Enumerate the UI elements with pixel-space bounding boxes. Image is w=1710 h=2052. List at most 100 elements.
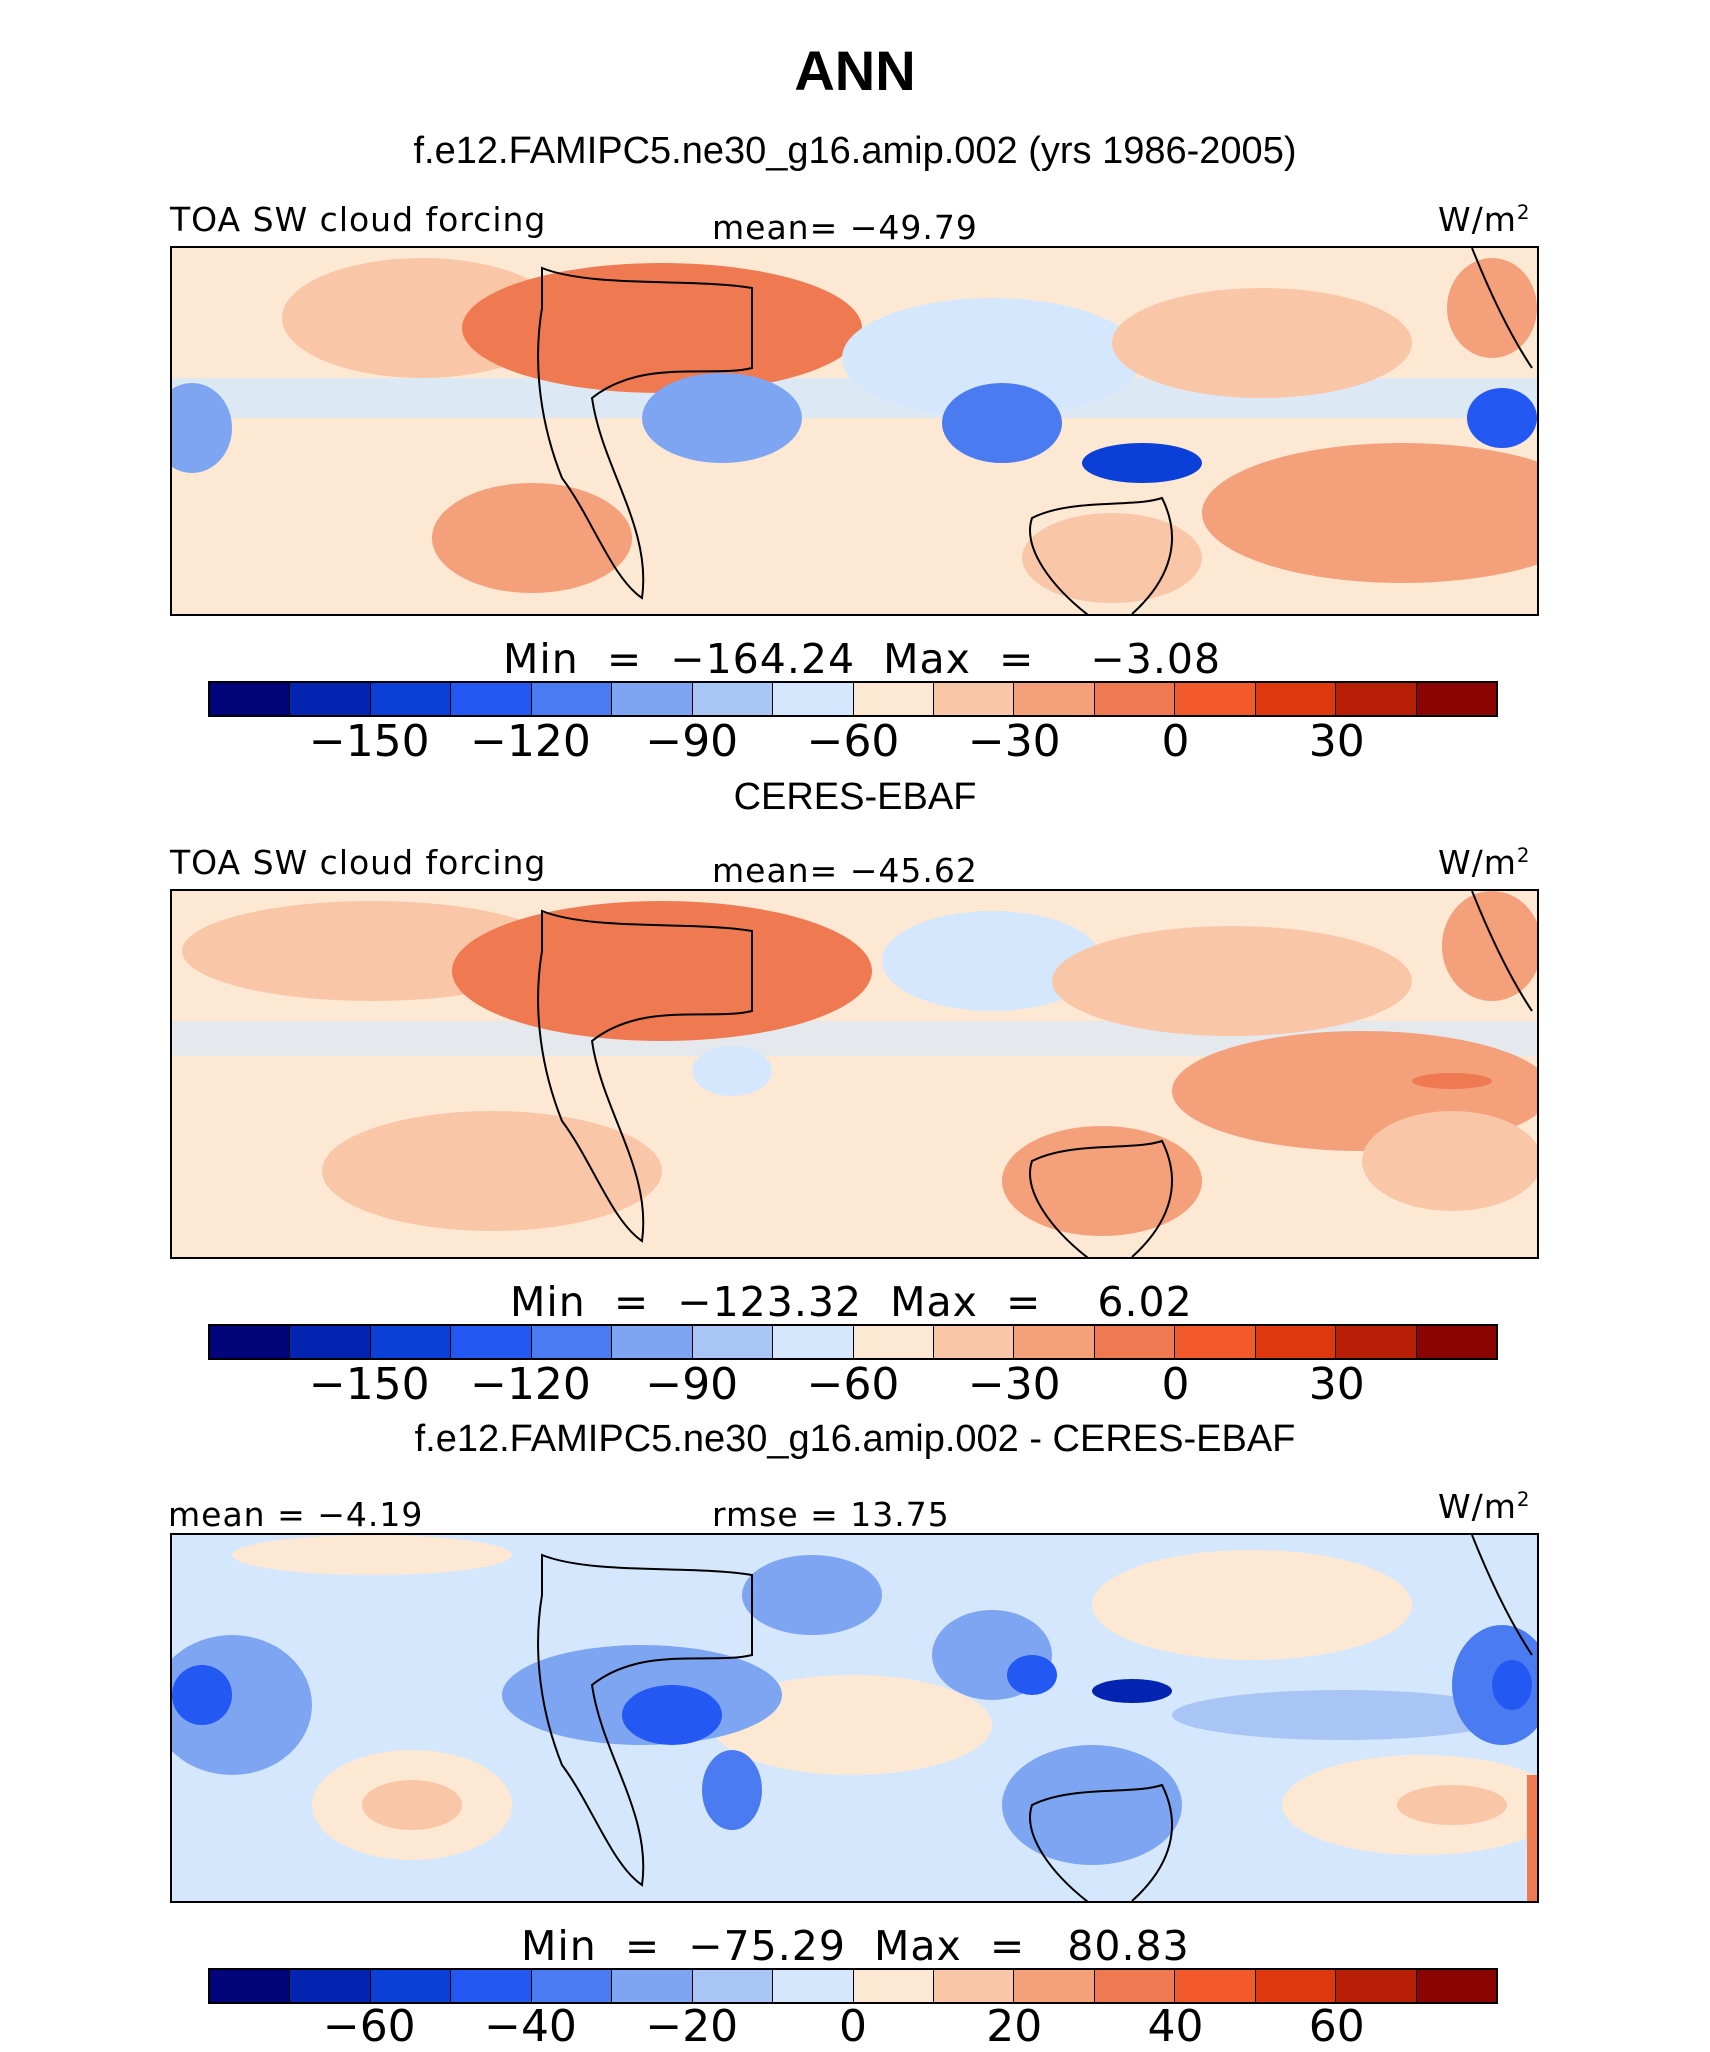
panel2-americas-coast: [1471, 891, 1533, 1012]
colorbar-cell: [692, 1326, 774, 1358]
colorbar-cell: [1255, 1970, 1337, 2002]
panel3-sa-positive: [362, 1780, 462, 1830]
panel1-variable-label: TOA SW cloud forcing: [170, 200, 547, 239]
panel3-americas-coast: [1471, 1535, 1533, 1656]
colorbar-cell: [1255, 1326, 1337, 1358]
colorbar-cell: [1014, 683, 1095, 715]
panel1-colorbar: [208, 681, 1498, 717]
panel2-sp-core: [1412, 1073, 1492, 1089]
colorbar-cell: [1014, 1970, 1095, 2002]
colorbar-cell: [612, 1326, 693, 1358]
panel1-warm-pool: [942, 383, 1062, 463]
colorbar-cell: [531, 1326, 613, 1358]
panel3-africa-coast: [537, 1553, 753, 1887]
colorbar-cell: [612, 683, 693, 715]
colorbar-cell: [290, 683, 371, 715]
panel1-maritime-cloud: [842, 298, 1142, 418]
panel2-maritime-cloud: [882, 911, 1102, 1011]
colorbar-tick-label: −120: [470, 1359, 591, 1410]
colorbar-cell: [1336, 1326, 1417, 1358]
colorbar-cell: [451, 683, 532, 715]
colorbar-cell: [1175, 1326, 1256, 1358]
colorbar-tick-label: −60: [322, 2001, 416, 2052]
panel1-north-pacific-high: [1112, 288, 1412, 398]
colorbar-cell: [1255, 683, 1337, 715]
colorbar-tick-label: −40: [484, 2001, 577, 2052]
colorbar-cell: [1336, 1970, 1417, 2002]
panel3-colorbar-ticks: −60 −40 −20 0 20 40 60: [0, 2001, 1710, 2052]
colorbar-cell: [1175, 683, 1256, 715]
colorbar-cell: [1336, 683, 1417, 715]
panel3-amazon-core: [172, 1665, 232, 1725]
panel2-australia-coast: [1029, 1139, 1173, 1257]
colorbar-cell: [773, 1970, 854, 2002]
colorbar-cell: [1416, 683, 1496, 715]
colorbar-tick-label: 30: [1308, 1359, 1365, 1410]
panel1-south-atlantic-high: [432, 483, 632, 593]
colorbar-tick-label: −120: [470, 716, 591, 767]
colorbar-cell: [210, 683, 291, 715]
panel2-southeast-pacific: [1362, 1111, 1537, 1211]
panel3-india: [742, 1555, 882, 1635]
colorbar-tick-label: −90: [645, 716, 739, 767]
panel2-units-label: W/m2: [1438, 843, 1531, 882]
colorbar-cell: [692, 1970, 774, 2002]
colorbar-cell: [1014, 1326, 1095, 1358]
colorbar-tick-label: −60: [806, 1359, 900, 1410]
panel1-minmax: Min = −164.24 Max = −3.08: [503, 635, 1222, 683]
colorbar-tick-label: −150: [308, 1359, 430, 1410]
panel3-subtitle: f.e12.FAMIPC5.ne30_g16.amip.002 - CERES-…: [414, 1418, 1296, 1460]
colorbar-cell: [370, 683, 452, 715]
colorbar-tick-label: −60: [806, 716, 900, 767]
panel3-pacific-itcz: [1172, 1690, 1512, 1740]
panel3-congo-core: [622, 1685, 722, 1745]
panel2-colorbar-ticks: −150 −120 −90 −60 −30 0 30: [0, 1359, 1710, 1419]
figure-title: ANN: [794, 39, 916, 102]
panel1-california-stratus: [1447, 258, 1537, 358]
colorbar-cell: [531, 1970, 613, 2002]
panel3-north-atlantic: [232, 1535, 512, 1575]
panel1-units-label: W/m2: [1438, 200, 1531, 239]
panel1-americas-coast: [1471, 248, 1533, 369]
colorbar-cell: [773, 683, 854, 715]
colorbar-cell: [451, 1326, 532, 1358]
panel2-variable-label: TOA SW cloud forcing: [170, 843, 547, 882]
panel1-new-guinea-core: [1082, 443, 1202, 483]
colorbar-cell: [933, 1326, 1015, 1358]
colorbar-cell: [853, 683, 934, 715]
panel3-map: [170, 1533, 1539, 1903]
colorbar-cell: [692, 683, 774, 715]
colorbar-cell: [773, 1326, 854, 1358]
colorbar-cell: [370, 1970, 452, 2002]
panel3-new-guinea-core: [1092, 1679, 1172, 1703]
colorbar-cell: [612, 1970, 693, 2002]
panel3-minmax: Min = −75.29 Max = 80.83: [521, 1922, 1190, 1970]
panel3-units-label: W/m2: [1438, 1487, 1531, 1526]
colorbar-cell: [853, 1970, 934, 2002]
panel1-africa-coast: [537, 266, 753, 600]
panel2-minmax: Min = −123.32 Max = 6.02: [510, 1278, 1193, 1326]
panel2-africa-coast: [537, 909, 753, 1243]
colorbar-cell: [1416, 1970, 1496, 2002]
colorbar-cell: [1416, 1326, 1496, 1358]
colorbar-tick-label: 0: [839, 2001, 867, 2052]
panel3-rmse-label: rmse = 13.75: [712, 1495, 950, 1534]
panel3-indian-ocean: [712, 1675, 992, 1775]
colorbar-cell: [531, 683, 613, 715]
panel3-peru-stratus: [1527, 1775, 1537, 1901]
colorbar-cell: [1175, 1970, 1256, 2002]
panel3-colorbar: [208, 1968, 1498, 2004]
colorbar-cell: [370, 1326, 452, 1358]
panel1-east-pacific-core: [1467, 388, 1537, 448]
panel2-california-stratus: [1442, 891, 1537, 1001]
panel2-mean-label: mean= −45.62: [712, 851, 978, 890]
colorbar-cell: [933, 683, 1015, 715]
colorbar-tick-label: −30: [967, 1359, 1061, 1410]
colorbar-tick-label: −150: [308, 716, 430, 767]
panel1-mean-label: mean= −49.79: [712, 208, 978, 247]
colorbar-cell: [933, 1970, 1015, 2002]
panel3-australia-coast: [1029, 1783, 1173, 1901]
colorbar-tick-label: −30: [967, 716, 1061, 767]
colorbar-cell: [451, 1970, 532, 2002]
colorbar-cell: [290, 1970, 371, 2002]
